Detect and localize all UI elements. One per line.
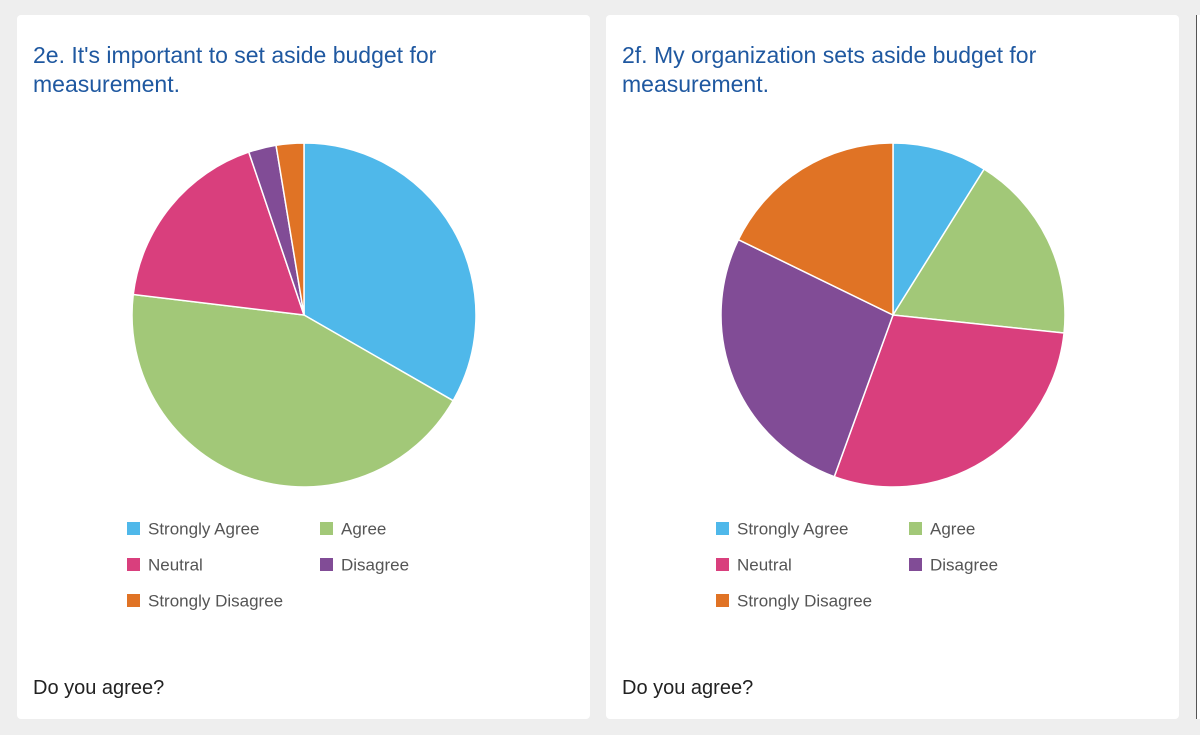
chart: Strongly Agree Agree Neutral Disagree Strong…	[127, 142, 477, 610]
legend-swatch	[320, 522, 333, 535]
pie-slice	[891, 168, 1066, 334]
legend-label: Strongly Disagree	[148, 591, 283, 610]
chart-card: 2e. It's important to set aside budget f…	[17, 15, 590, 719]
chart-title: 2e. It's important to set aside budget f…	[33, 42, 437, 97]
legend-label: Strongly Disagree	[737, 591, 872, 610]
legend-label: Neutral	[737, 555, 792, 574]
legend-swatch	[716, 594, 729, 607]
legend-label: Agree	[341, 519, 386, 538]
chart-card: 2f. My organization sets aside budget fo…	[606, 15, 1179, 719]
pie-slice	[737, 142, 894, 317]
legend-label: Agree	[930, 519, 975, 538]
chart: Strongly Agree Agree Neutral Disagree Strong…	[716, 142, 1066, 610]
legend-swatch	[909, 522, 922, 535]
caption: Do you agree?	[622, 677, 754, 699]
pie-slice	[303, 142, 477, 402]
pie-slice	[720, 238, 894, 478]
legend-label: Strongly Agree	[737, 519, 849, 538]
pie-slice	[132, 151, 306, 316]
chart-title: 2f. My organization sets aside budget fo…	[622, 42, 1037, 97]
legend-label: Disagree	[930, 555, 998, 574]
next-card-edge	[1196, 15, 1200, 719]
pie-slice	[892, 142, 986, 318]
legend-swatch	[716, 558, 729, 571]
legend-swatch	[320, 558, 333, 571]
pie-slice	[275, 142, 305, 316]
pie-slice	[833, 314, 1065, 488]
legend-swatch	[127, 594, 140, 607]
legend-label: Strongly Agree	[148, 519, 260, 538]
legend-swatch	[716, 522, 729, 535]
legend-swatch	[127, 558, 140, 571]
pie-slice	[131, 293, 455, 488]
legend-swatch	[909, 558, 922, 571]
legend-label: Disagree	[341, 555, 409, 574]
legend-swatch	[127, 522, 140, 535]
legend-label: Neutral	[148, 555, 203, 574]
caption: Do you agree?	[33, 677, 165, 699]
